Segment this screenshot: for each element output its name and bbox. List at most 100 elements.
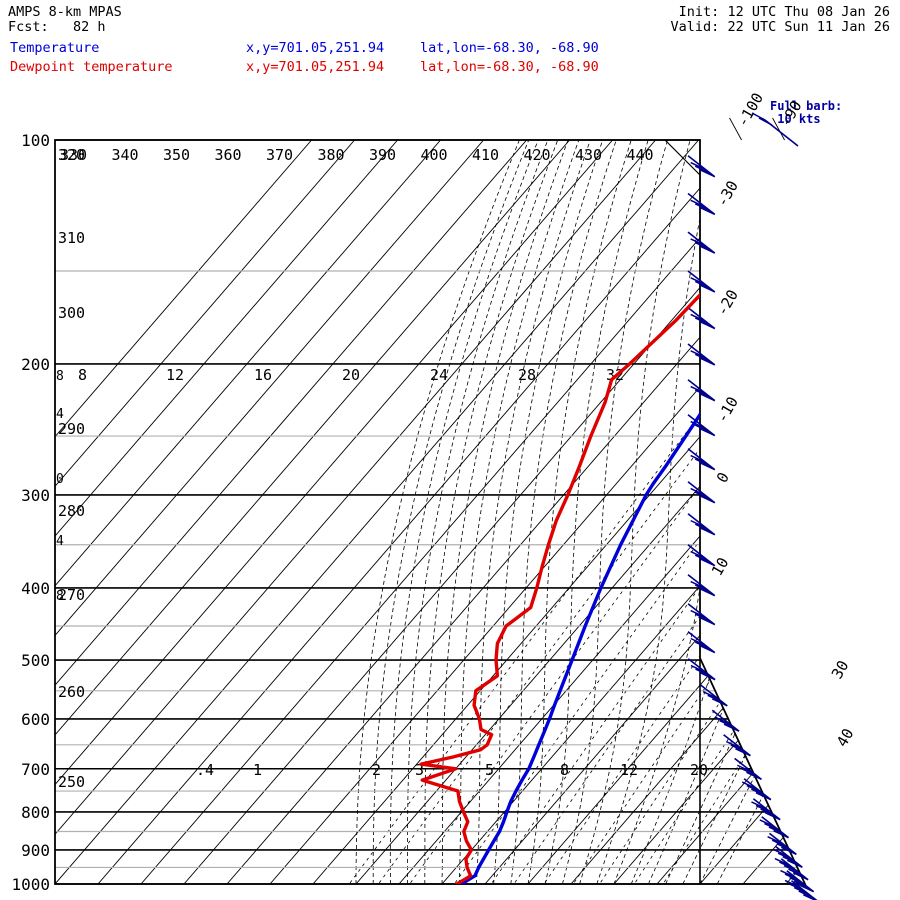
- wind-barb: [687, 513, 716, 536]
- mixing-ratio-lines: [337, 329, 805, 884]
- wind-barb: [687, 448, 716, 471]
- legend-dewpoint-xy: x,y=701.05,251.94: [246, 59, 385, 75]
- wind-barb: [687, 574, 716, 597]
- legend-temperature-latlon: lat,lon=-68.30, -68.90: [420, 40, 599, 56]
- dewpoint-trace: [419, 140, 805, 884]
- valid-time: Valid: 22 UTC Sun 11 Jan 26: [670, 19, 890, 35]
- isobars: [55, 139, 805, 885]
- wind-barb: [687, 544, 716, 567]
- wind-barb: [751, 798, 781, 821]
- theta-top-label: 390: [369, 146, 396, 164]
- pressure-label: 200: [21, 355, 50, 374]
- pressure-label: 600: [21, 710, 50, 729]
- isotherm-right-label: 30: [828, 657, 853, 682]
- moist-adiabat-label: 8: [56, 589, 64, 604]
- isotherm-right-label: -20: [713, 287, 742, 319]
- wind-barb: [699, 684, 728, 707]
- mixing-ratio-label: 2: [372, 761, 381, 779]
- wind-barb: [687, 155, 716, 178]
- wind-barb: [687, 379, 716, 402]
- isotherm-right-label: -30: [713, 178, 742, 210]
- moist-adiabat-label: 0: [56, 472, 64, 487]
- moist-adiabat-label: 4: [56, 407, 64, 422]
- theta-left-label: 260: [58, 683, 85, 701]
- theta-left-label: 270: [58, 586, 85, 604]
- wind-barb: [687, 414, 716, 437]
- wind-barb: [687, 192, 716, 216]
- mixing-ratio-label: 20: [690, 761, 708, 779]
- wind-barb: [687, 343, 716, 366]
- wind-barb-legend: Full barb: 10 kts: [770, 99, 843, 126]
- wind-barb: [780, 869, 815, 893]
- pressure-label: 800: [21, 803, 50, 822]
- moist-adiabat-label: 8: [56, 369, 64, 384]
- wind-barb: [723, 734, 751, 757]
- isotherm-right-label: 10: [708, 554, 733, 579]
- mixing-ratio-label: 1: [253, 761, 262, 779]
- theta-top-label: 350: [163, 146, 190, 164]
- theta-left-label: 320: [58, 146, 85, 164]
- theta-top-label: 380: [318, 146, 345, 164]
- wind-barb: [687, 631, 716, 654]
- wind-barb: [687, 658, 716, 681]
- wind-barb: [774, 857, 809, 881]
- moist-adiabat-label: 4: [56, 534, 64, 549]
- theta-top-label: 340: [112, 146, 139, 164]
- pressure-label: 500: [21, 651, 50, 670]
- thetae-200-label: 28: [518, 366, 536, 384]
- theta-top-label: 440: [627, 146, 654, 164]
- isotherm-top-label: -90: [776, 98, 805, 130]
- theta-left-label: 310: [58, 229, 85, 247]
- thetae-200-label: 12: [166, 366, 184, 384]
- wind-barb-legend-symbol: [751, 112, 799, 147]
- wind-barb: [759, 816, 790, 839]
- isotherm-right-label: 0: [713, 469, 733, 486]
- thetae-200-label: 24: [430, 366, 448, 384]
- wind-barbs: [687, 112, 818, 900]
- pressure-label: 1000: [11, 875, 50, 894]
- pressure-label: 100: [21, 131, 50, 150]
- wind-barb: [773, 845, 803, 868]
- temperature-trace: [459, 140, 805, 884]
- wind-barb: [687, 481, 716, 504]
- theta-top-label: 370: [266, 146, 293, 164]
- legend-dewpoint-latlon: lat,lon=-68.30, -68.90: [420, 59, 599, 75]
- theta-top-label: 430: [575, 146, 602, 164]
- pressure-label: 300: [21, 486, 50, 505]
- wind-barb: [687, 306, 716, 330]
- mixing-ratio-label: 8: [560, 761, 569, 779]
- thetae-200-label: 8: [78, 366, 87, 384]
- mixing-ratio-label: .4: [196, 761, 214, 779]
- wind-barb: [784, 879, 818, 900]
- model-title: AMPS 8-km MPAS: [8, 4, 122, 20]
- mixing-ratio-label: 5: [485, 761, 494, 779]
- theta-top-label: 360: [215, 146, 242, 164]
- wind-barb: [734, 757, 762, 781]
- wind-barb: [687, 231, 716, 254]
- legend-dewpoint-label: Dewpoint temperature: [10, 59, 173, 75]
- legend-temperature-xy: x,y=701.05,251.94: [246, 40, 385, 56]
- thetae-200-label: 20: [342, 366, 360, 384]
- thetae-200-label: 16: [254, 366, 272, 384]
- mixing-ratio-label: 12: [620, 761, 638, 779]
- plot-frame: [54, 139, 807, 885]
- wind-barb: [687, 603, 716, 626]
- theta-top-label: 410: [472, 146, 499, 164]
- isotherm-right-label: -10: [713, 394, 742, 426]
- wind-barb: [741, 778, 772, 801]
- forecast-hour: Fcst: 82 h: [8, 19, 106, 35]
- isotherm-top-label: -100: [733, 90, 767, 130]
- theta-top-label: 330: [60, 146, 87, 164]
- pressure-label: 400: [21, 579, 50, 598]
- theta-left-label: 280: [58, 502, 85, 520]
- theta-left-label: 250: [58, 773, 85, 791]
- wind-barb: [767, 832, 797, 855]
- wind-barb: [687, 270, 716, 293]
- mixing-ratio-label: 3: [415, 761, 424, 779]
- pressure-label: 700: [21, 760, 50, 779]
- theta-top-label: 400: [421, 146, 448, 164]
- legend-temperature-label: Temperature: [10, 40, 100, 56]
- init-time: Init: 12 UTC Thu 08 Jan 26: [678, 4, 890, 20]
